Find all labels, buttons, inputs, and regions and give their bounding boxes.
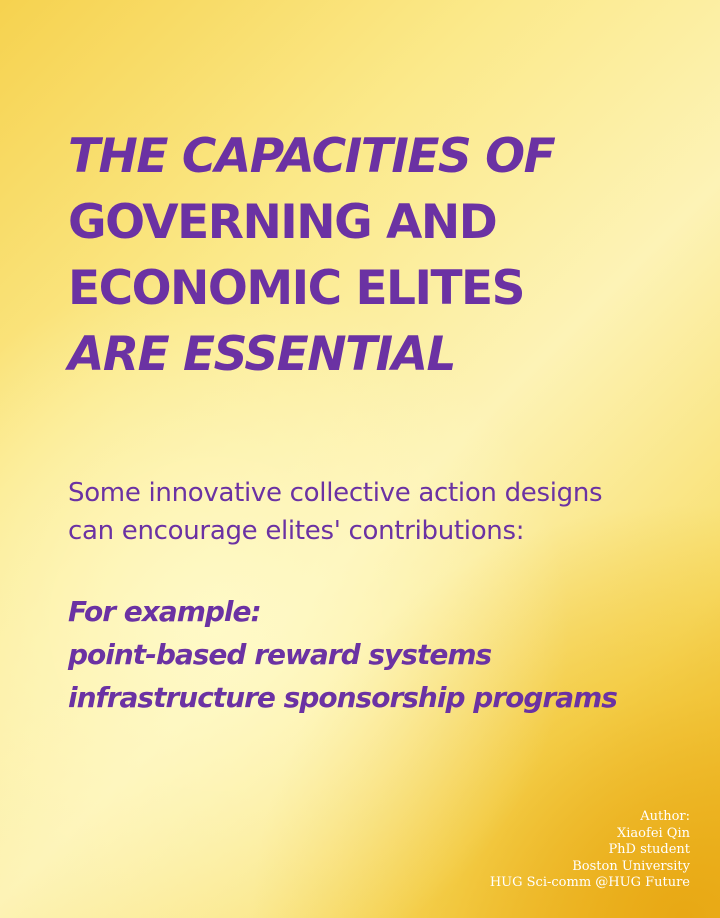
author-org: HUG Sci-comm @HUG Future xyxy=(489,875,690,890)
author-credit: Author: Xiaofei Qin PhD student Boston U… xyxy=(490,809,690,892)
subtext-line-2: can encourage elites' contributions: xyxy=(68,516,525,546)
examples-heading: For example: xyxy=(68,595,262,628)
headline-line-1: THE CAPACITIES OF xyxy=(68,129,556,184)
subtext: Some innovative collective action design… xyxy=(68,474,688,550)
example-item: infrastructure sponsorship programs xyxy=(68,681,618,714)
author-name: Xiaofei Qin xyxy=(617,825,690,841)
subtext-line-1: Some innovative collective action design… xyxy=(68,478,603,508)
examples-block: For example: point-based reward systems … xyxy=(68,590,708,719)
author-role: PhD student xyxy=(608,842,690,857)
credit-label: Author: xyxy=(640,809,690,824)
headline-line-4: ARE ESSENTIAL xyxy=(68,327,456,382)
author-affiliation: Boston University xyxy=(572,858,690,874)
headline-line-2: GOVERNING AND xyxy=(68,195,498,250)
headline-line-3: ECONOMIC ELITES xyxy=(68,261,526,316)
headline: THE CAPACITIES OF GOVERNING AND ECONOMIC… xyxy=(68,124,688,388)
example-item: point-based reward systems xyxy=(68,638,492,671)
